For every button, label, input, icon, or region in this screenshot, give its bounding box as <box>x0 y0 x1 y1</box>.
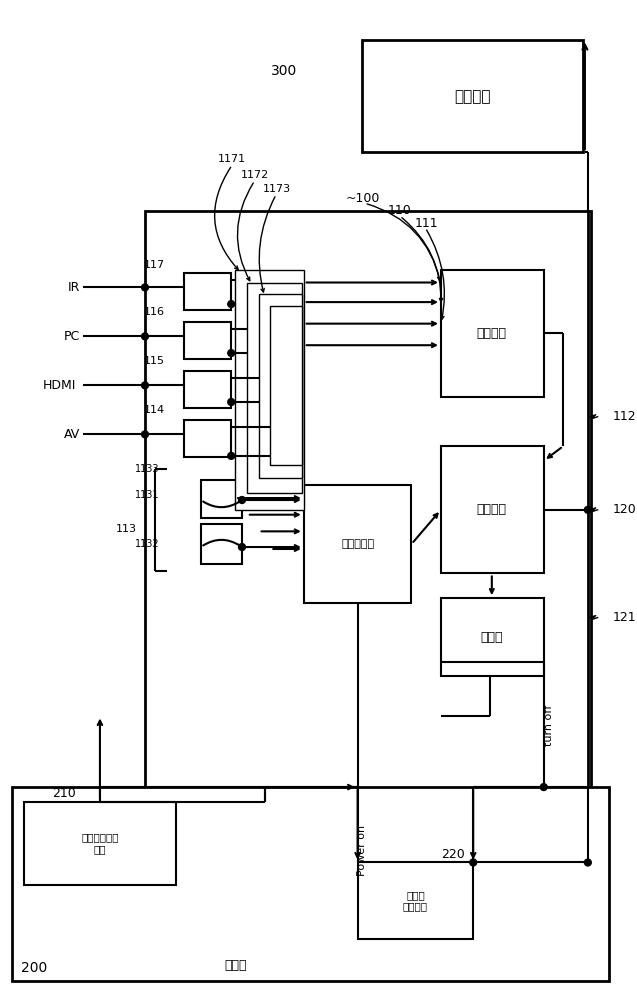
Text: 暂存器: 暂存器 <box>480 631 503 644</box>
Circle shape <box>228 301 234 307</box>
Text: ~100: ~100 <box>345 192 380 205</box>
Text: 处理模块: 处理模块 <box>477 503 507 516</box>
Bar <box>357 862 473 939</box>
Bar <box>304 485 412 603</box>
Circle shape <box>540 784 547 790</box>
Text: 300: 300 <box>271 64 297 78</box>
Text: HDMI: HDMI <box>43 379 76 392</box>
Circle shape <box>584 506 591 513</box>
Bar <box>11 787 610 981</box>
Text: 1133: 1133 <box>135 464 160 474</box>
Text: 116: 116 <box>143 307 164 317</box>
Text: PC: PC <box>64 330 80 343</box>
Text: 液晶电视: 液晶电视 <box>454 89 490 104</box>
Text: 120: 120 <box>612 503 636 516</box>
Text: IR: IR <box>68 281 80 294</box>
Circle shape <box>469 859 476 866</box>
Text: 112: 112 <box>612 410 636 423</box>
Text: 117: 117 <box>143 260 164 270</box>
Bar <box>201 524 242 564</box>
Text: 114: 114 <box>143 405 164 415</box>
Bar <box>24 802 176 885</box>
Bar <box>270 306 302 465</box>
Bar <box>259 294 302 478</box>
Bar <box>441 446 544 573</box>
Circle shape <box>228 399 234 405</box>
Text: 1132: 1132 <box>135 539 160 549</box>
Circle shape <box>584 859 591 866</box>
Bar <box>201 480 242 518</box>
Text: 待机电源供应
模块: 待机电源供应 模块 <box>81 832 118 854</box>
Circle shape <box>141 284 148 291</box>
Text: 1171: 1171 <box>218 154 247 164</box>
Bar <box>235 270 304 510</box>
Bar <box>184 371 231 408</box>
Text: 110: 110 <box>388 204 412 217</box>
Text: Power on: Power on <box>357 825 368 876</box>
Text: 主电源
供应模块: 主电源 供应模块 <box>403 890 428 912</box>
Text: 210: 210 <box>52 787 76 800</box>
Bar <box>184 420 231 457</box>
Text: 113: 113 <box>116 524 137 534</box>
Circle shape <box>228 452 234 459</box>
Circle shape <box>239 497 245 503</box>
Text: AV: AV <box>64 428 80 441</box>
Bar <box>145 211 590 877</box>
Text: 电源板: 电源板 <box>224 959 247 972</box>
Text: 1172: 1172 <box>241 170 269 180</box>
Text: turn off: turn off <box>543 705 554 746</box>
Circle shape <box>239 544 245 550</box>
Text: 电源控制端: 电源控制端 <box>341 539 374 549</box>
Circle shape <box>141 333 148 340</box>
Text: 115: 115 <box>143 356 164 366</box>
Bar <box>184 273 231 310</box>
Bar <box>441 270 544 397</box>
Circle shape <box>141 382 148 389</box>
Text: 1173: 1173 <box>263 184 291 194</box>
Text: 220: 220 <box>441 848 464 861</box>
Bar <box>247 283 302 493</box>
Circle shape <box>141 431 148 438</box>
Text: 111: 111 <box>414 217 438 230</box>
Text: 121: 121 <box>612 611 636 624</box>
Text: 多任务器: 多任务器 <box>477 327 507 340</box>
Text: 1131: 1131 <box>135 490 160 500</box>
Bar <box>362 40 583 152</box>
Text: 200: 200 <box>21 961 47 975</box>
Bar <box>441 598 544 676</box>
Bar <box>184 322 231 359</box>
Circle shape <box>228 350 234 356</box>
